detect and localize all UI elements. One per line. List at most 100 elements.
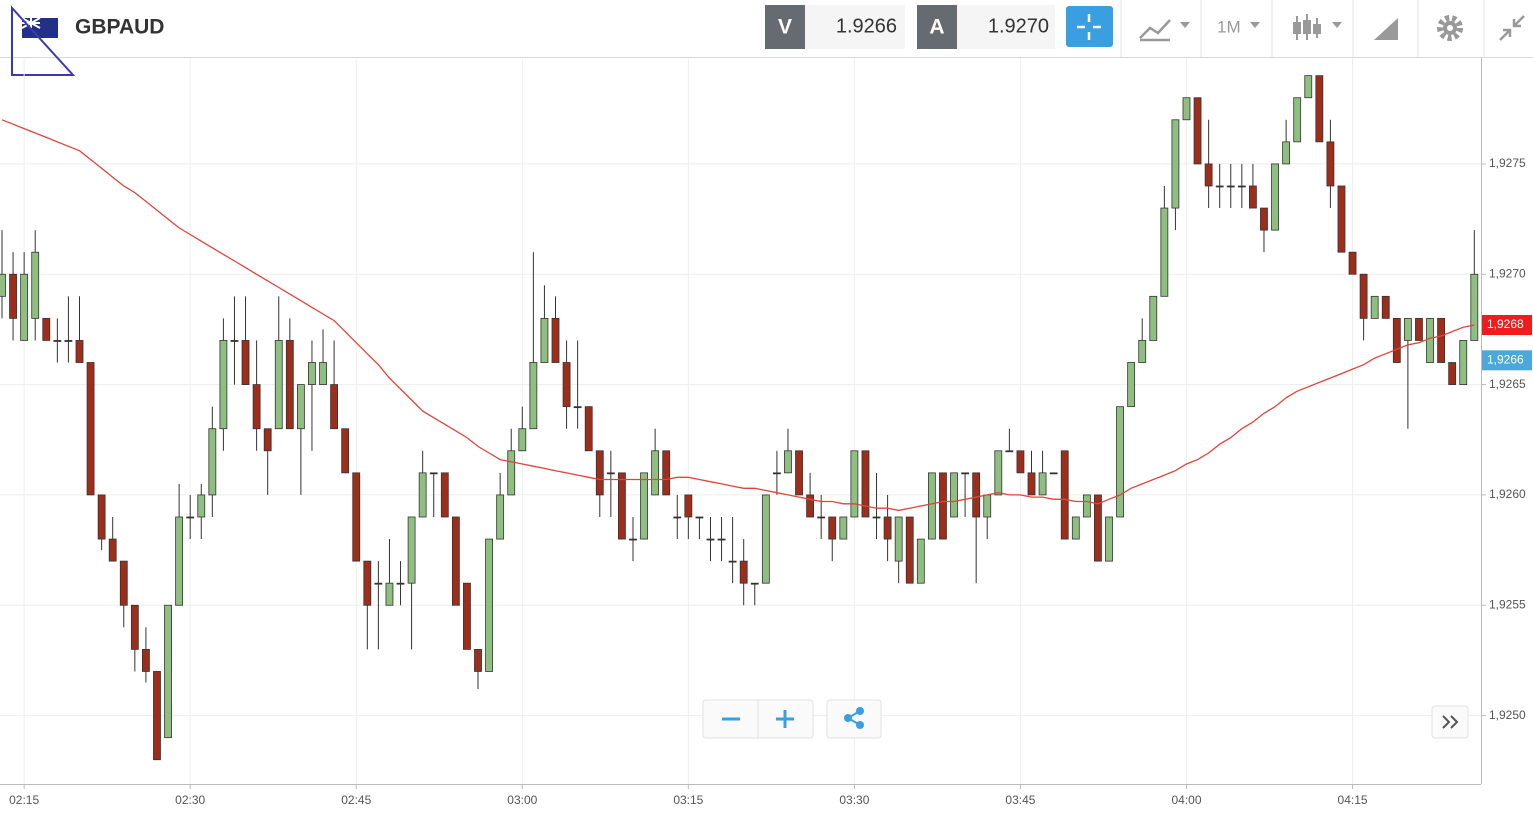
- candle-body: [186, 516, 195, 519]
- dropdown-arrow: [1250, 22, 1260, 28]
- candle-body: [308, 362, 316, 385]
- candle-body: [1160, 207, 1169, 297]
- candle-body: [950, 472, 958, 518]
- candle-body: [1038, 472, 1047, 496]
- candle-body: [1448, 362, 1457, 385]
- candle-body: [684, 494, 693, 518]
- x-tick-label: 02:15: [9, 793, 39, 807]
- candle-body: [285, 340, 294, 430]
- candle-body: [927, 472, 936, 540]
- candle-body: [119, 560, 128, 606]
- candle-body: [385, 582, 394, 606]
- candle-body: [773, 472, 781, 475]
- candle-body: [1193, 97, 1202, 165]
- candle-body: [1116, 406, 1124, 518]
- candle-body: [97, 494, 106, 540]
- collapse-button[interactable]: [1499, 15, 1525, 41]
- candle-body: [761, 494, 770, 584]
- candle-body: [1359, 273, 1368, 319]
- candle-body: [839, 516, 848, 540]
- candle-body: [1182, 97, 1191, 121]
- candle-body: [606, 472, 615, 475]
- bid-bg: [805, 5, 905, 49]
- share-dot: [856, 707, 864, 715]
- dropdown-arrow: [1180, 22, 1190, 28]
- candle-body: [1282, 141, 1291, 165]
- candle-body: [1071, 516, 1080, 540]
- drawing-tool: [11, 5, 76, 76]
- candle-body: [673, 516, 682, 519]
- candle-body: [562, 362, 571, 408]
- candle-body: [1293, 97, 1302, 143]
- candle-body: [1348, 251, 1357, 275]
- flag-cross: [21, 17, 41, 29]
- candle-body: [1105, 516, 1113, 562]
- chart-type-button[interactable]: [1139, 19, 1171, 42]
- candle-body: [219, 340, 228, 430]
- crosshair-button[interactable]: [1066, 6, 1113, 47]
- candle-body: [153, 671, 161, 761]
- candle-body: [1138, 340, 1147, 363]
- candle-body: [164, 604, 172, 739]
- candle-body: [1016, 450, 1025, 474]
- y-tick-label: 1,9260: [1489, 487, 1526, 501]
- dropdown-arrow: [1332, 22, 1342, 28]
- candle-body: [407, 516, 416, 584]
- candle-body: [9, 273, 17, 319]
- candle-body: [330, 384, 339, 430]
- candle-body: [1337, 185, 1346, 253]
- candle-body: [42, 317, 51, 341]
- candle-body: [1426, 317, 1434, 363]
- price-tag: [1482, 350, 1532, 371]
- candle-body: [352, 472, 361, 562]
- candle-icon: [1313, 24, 1321, 34]
- y-tick-label: 1,9255: [1489, 597, 1526, 611]
- candle-body: [296, 384, 305, 430]
- candle-body: [850, 450, 859, 518]
- plot: 1,9250 1,9255 1,9260 1,9265 1,9270 1,9275 02:1…: [0, 58, 1532, 807]
- zoom-controls: [702, 699, 1469, 739]
- candle-body: [1381, 295, 1390, 319]
- timeframe-button[interactable]: 1M: [1217, 17, 1241, 36]
- candle-body: [142, 648, 150, 672]
- candle-body: [374, 582, 383, 585]
- candle-body: [474, 648, 482, 672]
- candle-body: [1215, 185, 1224, 188]
- share-dot: [856, 721, 864, 729]
- candle-body: [86, 362, 95, 496]
- candle-body: [1470, 273, 1479, 341]
- price-tag-label: 1,9266: [1487, 352, 1524, 366]
- candle-body: [1149, 295, 1158, 341]
- settings-button[interactable]: [1437, 15, 1463, 41]
- candle-body: [750, 582, 759, 585]
- ask-price: 1.9270: [988, 15, 1049, 37]
- candle-body: [916, 538, 925, 584]
- candle-icon[interactable]: [1293, 22, 1301, 34]
- candle-body: [341, 428, 350, 474]
- candle-body: [784, 450, 792, 474]
- candle-body: [706, 538, 715, 541]
- candle-body: [1437, 317, 1445, 363]
- price-tag: [1482, 315, 1532, 336]
- x-tick-label: 03:30: [839, 793, 869, 807]
- candle-body: [817, 516, 826, 519]
- candle-body: [1260, 207, 1268, 231]
- candle-body: [1027, 472, 1036, 496]
- candle-body: [1226, 185, 1235, 188]
- candle-body: [319, 362, 327, 385]
- x-tick-label: 04:15: [1338, 793, 1368, 807]
- candle-body: [640, 472, 648, 540]
- candle-body: [20, 273, 29, 341]
- settings-icon-hole: [1447, 25, 1453, 31]
- candle-body: [1094, 494, 1102, 562]
- zoom-in-button[interactable]: [776, 710, 794, 728]
- candle-body: [108, 538, 117, 562]
- candle-body: [573, 406, 582, 409]
- draw-tool-button[interactable]: [1374, 18, 1398, 40]
- x-tick-label: 04:00: [1171, 793, 1201, 807]
- candle-body: [130, 604, 139, 650]
- candle-body: [1082, 494, 1091, 518]
- bid-label-bg: [765, 5, 805, 49]
